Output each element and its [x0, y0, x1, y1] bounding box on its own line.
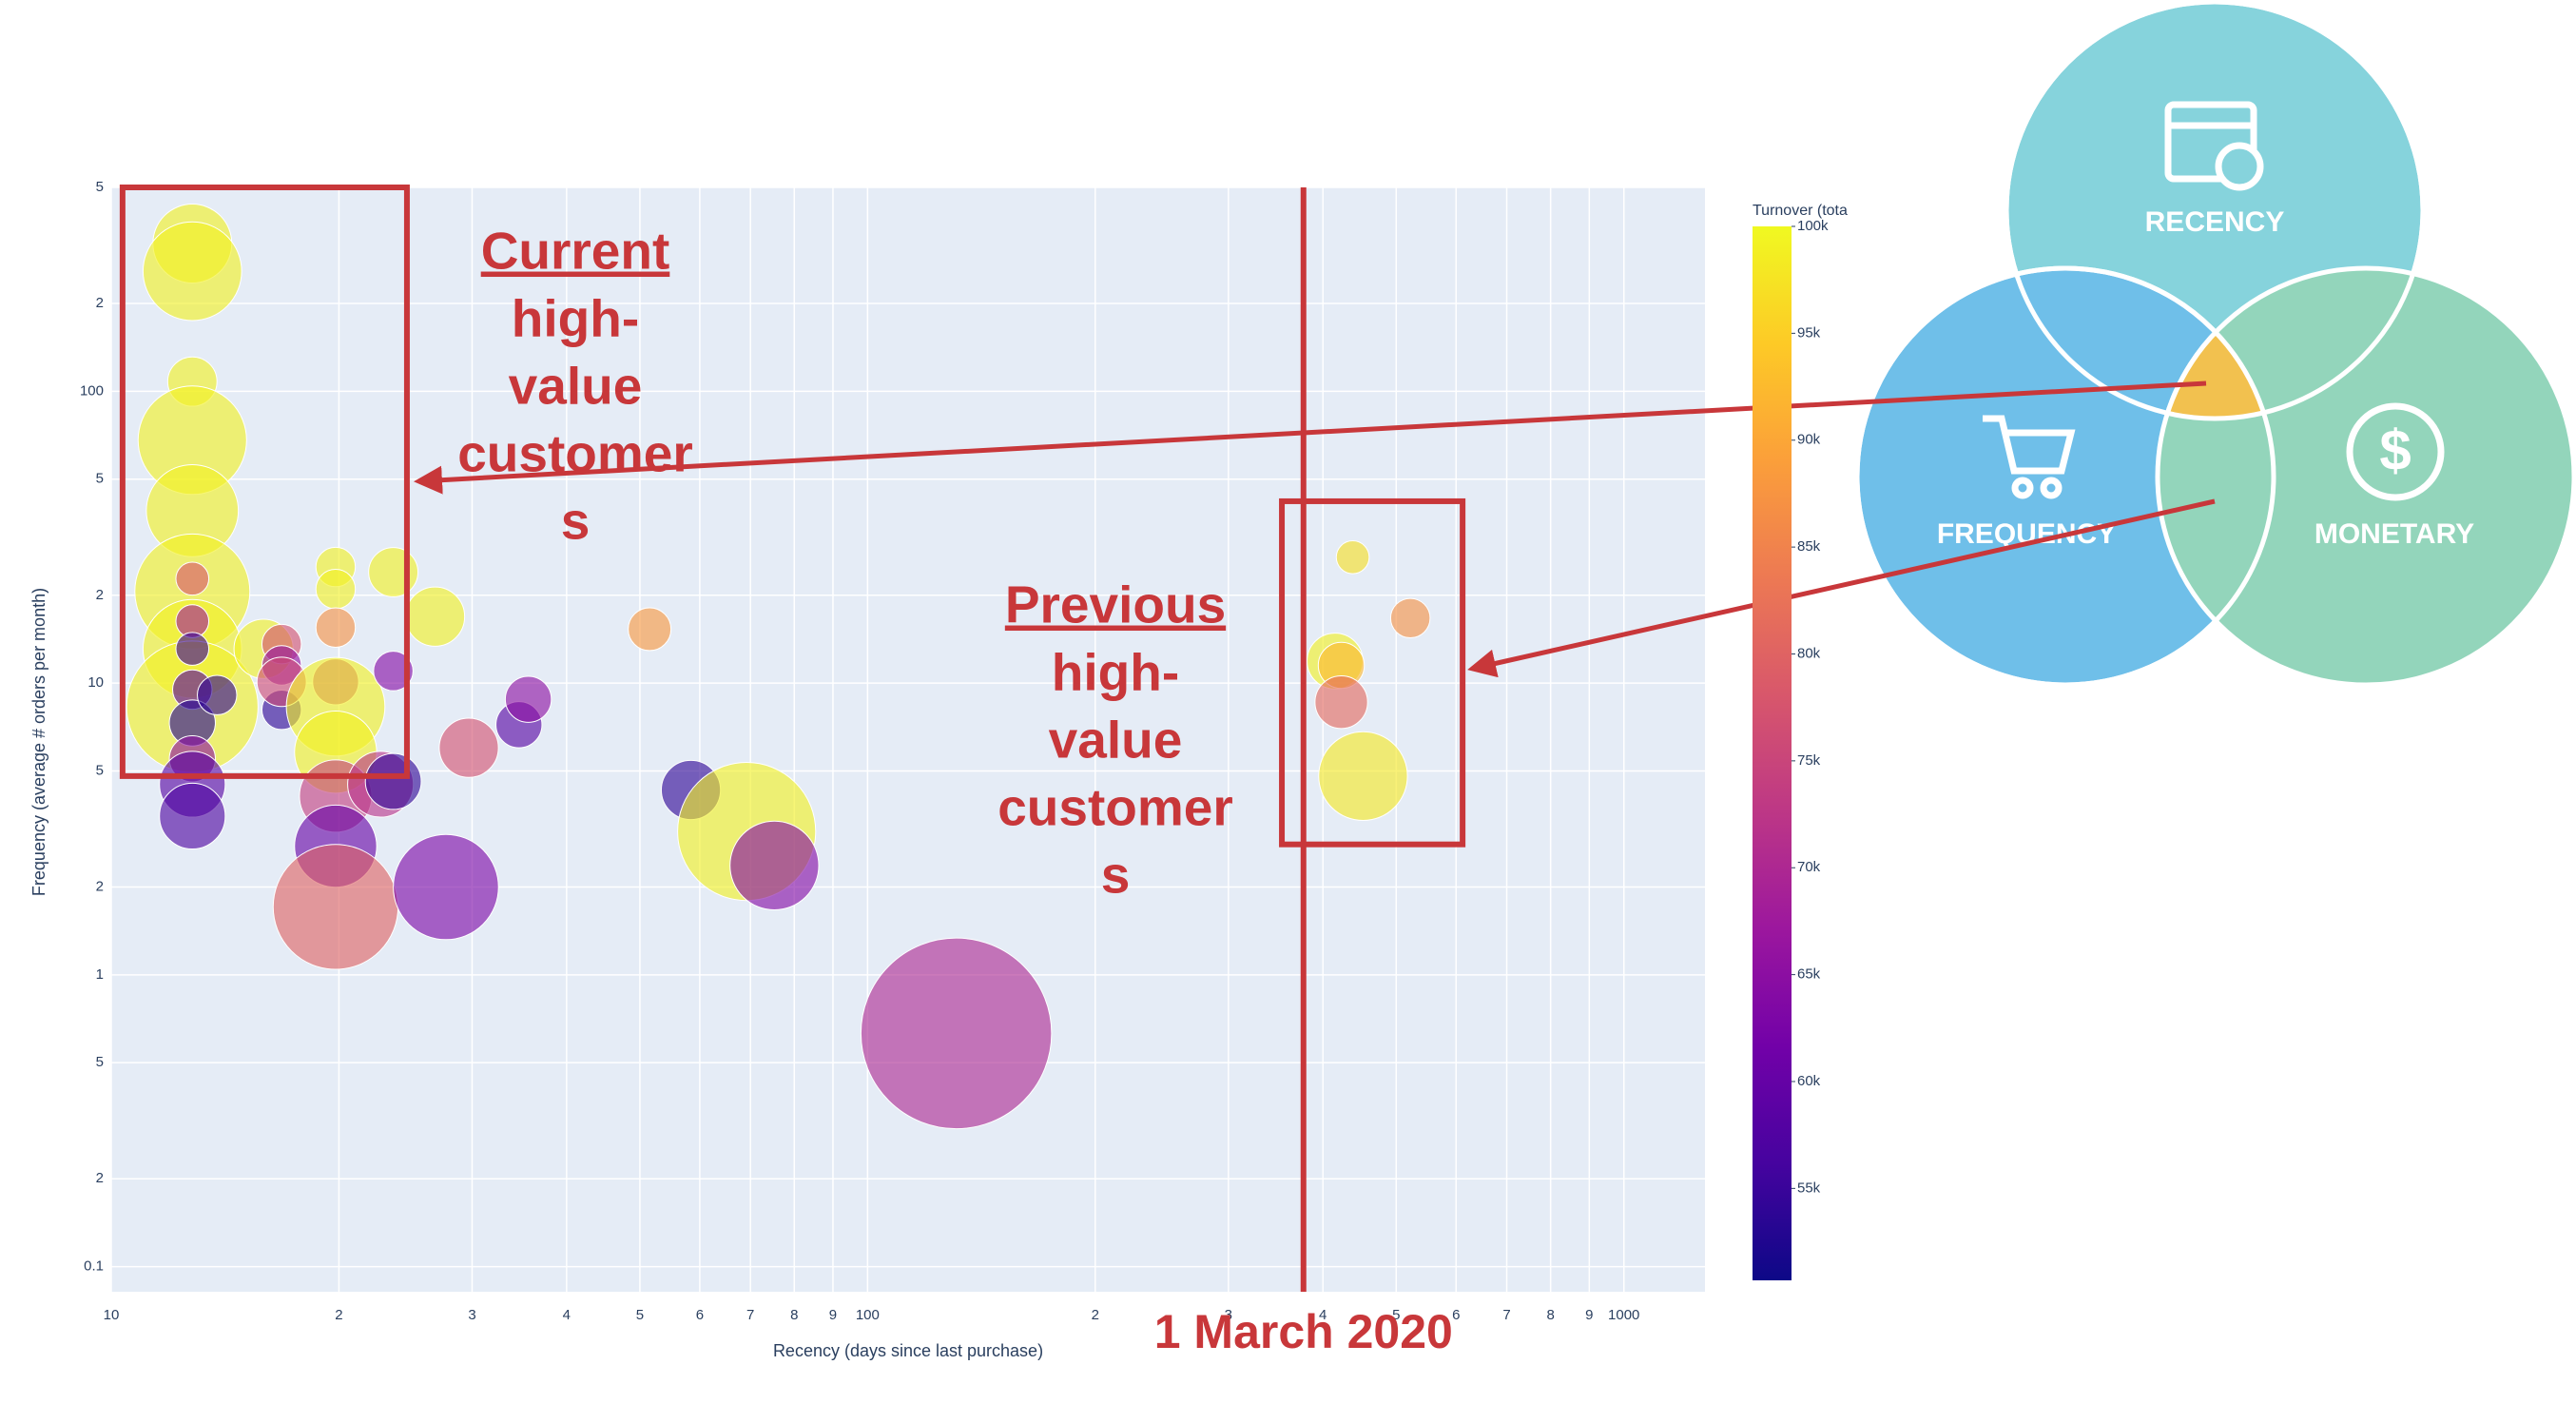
- x-tick-label: 4: [1319, 1307, 1327, 1323]
- x-axis-title: Recency (days since last purchase): [773, 1341, 1043, 1360]
- region-label: high-: [1052, 643, 1179, 702]
- annotations: Current high-value customer s Previous high-v…: [119, 185, 1466, 1292]
- dollar-icon: $: [2346, 402, 2445, 501]
- arrow: [1467, 498, 2216, 678]
- region-label: high-: [512, 289, 639, 348]
- y-tick-label: 5: [96, 471, 104, 487]
- bubble: [393, 833, 499, 941]
- x-tick-label: 6: [1452, 1307, 1460, 1323]
- colorbar-title: Turnover (tota: [1753, 203, 1848, 219]
- region-label: value: [509, 357, 643, 416]
- region-label: value: [1049, 711, 1183, 770]
- x-tick-label: 5: [636, 1307, 644, 1323]
- bubble: [364, 752, 422, 810]
- venn-circle: [2155, 265, 2576, 688]
- region-label: Current: [481, 222, 670, 281]
- y-tick-label: 0.1: [84, 1258, 104, 1275]
- x-tick-label: 7: [1502, 1307, 1510, 1323]
- bubble: [1318, 731, 1408, 822]
- x-tick-label: 8: [790, 1307, 798, 1323]
- bubble: [1314, 675, 1368, 730]
- x-tick-label: 3: [1225, 1307, 1232, 1323]
- y-tick-label: 2: [96, 878, 104, 894]
- bubble: [1389, 597, 1431, 639]
- bubble: [159, 782, 226, 850]
- x-tick-label: 8: [1546, 1307, 1554, 1323]
- colorbar-tick-label: 85k: [1797, 538, 1821, 555]
- colorbar-tick-label: 90k: [1797, 432, 1821, 448]
- x-tick-label: 9: [1585, 1307, 1593, 1323]
- bubble: [1335, 540, 1370, 575]
- y-tick-label: 1: [96, 966, 104, 983]
- y-axis-title: Frequency (average # orders per month): [29, 588, 48, 896]
- region-label: Previous: [1005, 575, 1226, 634]
- bubble: [315, 569, 357, 610]
- colorbar-tick-label: 75k: [1797, 752, 1821, 769]
- bubble: [175, 632, 210, 666]
- colorbar: [1753, 226, 1792, 1280]
- region-label: s: [1101, 846, 1131, 905]
- y-tick-label: 100: [80, 382, 104, 399]
- bubble: [142, 221, 242, 322]
- x-tick-label: 9: [829, 1307, 837, 1323]
- x-tick-label: 4: [563, 1307, 571, 1323]
- x-tick-label: 3: [468, 1307, 475, 1323]
- y-tick-label: 2: [96, 295, 104, 311]
- x-tick-label: 5: [1392, 1307, 1400, 1323]
- venn-label: MONETARY: [2315, 518, 2474, 550]
- region-box: [1279, 497, 1466, 848]
- bubble: [175, 561, 210, 596]
- bubble: [197, 674, 238, 715]
- bubble: [404, 586, 466, 647]
- bubble: [438, 717, 499, 778]
- arrow: [414, 380, 2207, 495]
- y-tick-label: 2: [96, 1170, 104, 1186]
- y-tick-label: 5: [96, 762, 104, 778]
- x-tick-label: 6: [696, 1307, 704, 1323]
- venn-diagram: $ RECENCY FREQUENCY MONETARY: [1854, 0, 2576, 688]
- cart-icon: [1983, 415, 2076, 499]
- colorbar-tick-label: 55k: [1797, 1180, 1821, 1196]
- bubble: [315, 607, 357, 648]
- colorbar-tick-label: 95k: [1797, 324, 1821, 341]
- y-tick-label: 10: [87, 674, 104, 691]
- region-label: customer: [997, 778, 1233, 837]
- bubble: [729, 820, 820, 911]
- venn-label: RECENCY: [2145, 206, 2285, 238]
- y-tick-label: 5: [96, 179, 104, 195]
- colorbar-tick-label: 100k: [1797, 218, 1829, 234]
- date-label: 1 March 2020: [1154, 1305, 1453, 1358]
- bubble: [368, 547, 419, 597]
- region-label: s: [561, 492, 591, 551]
- svg-text:$: $: [2379, 419, 2411, 482]
- points: [126, 204, 1431, 1130]
- bubble: [272, 844, 399, 970]
- x-tick-label: 2: [1092, 1307, 1099, 1323]
- colorbar-tick-label: 80k: [1797, 645, 1821, 661]
- bubble: [373, 651, 414, 692]
- x-tick-label: 7: [746, 1307, 754, 1323]
- bubble: [504, 675, 552, 723]
- region-box: [119, 185, 410, 779]
- venn-outline: [2004, 0, 2426, 421]
- venn-outline: [1854, 265, 2276, 688]
- colorbar-tick-label: 60k: [1797, 1073, 1821, 1089]
- colorbar-tick-label: 70k: [1797, 859, 1821, 875]
- x-tick-label: 1000: [1608, 1307, 1639, 1323]
- bubble: [628, 607, 672, 652]
- calendar-icon: [2164, 101, 2264, 191]
- x-tick-label: 2: [335, 1307, 342, 1323]
- y-tick-label: 5: [96, 1054, 104, 1070]
- y-tick-label: 2: [96, 587, 104, 603]
- bubble: [860, 937, 1053, 1130]
- x-tick-label: 100: [856, 1307, 880, 1323]
- colorbar-tick-label: 65k: [1797, 966, 1821, 983]
- x-tick-label: 10: [104, 1307, 120, 1323]
